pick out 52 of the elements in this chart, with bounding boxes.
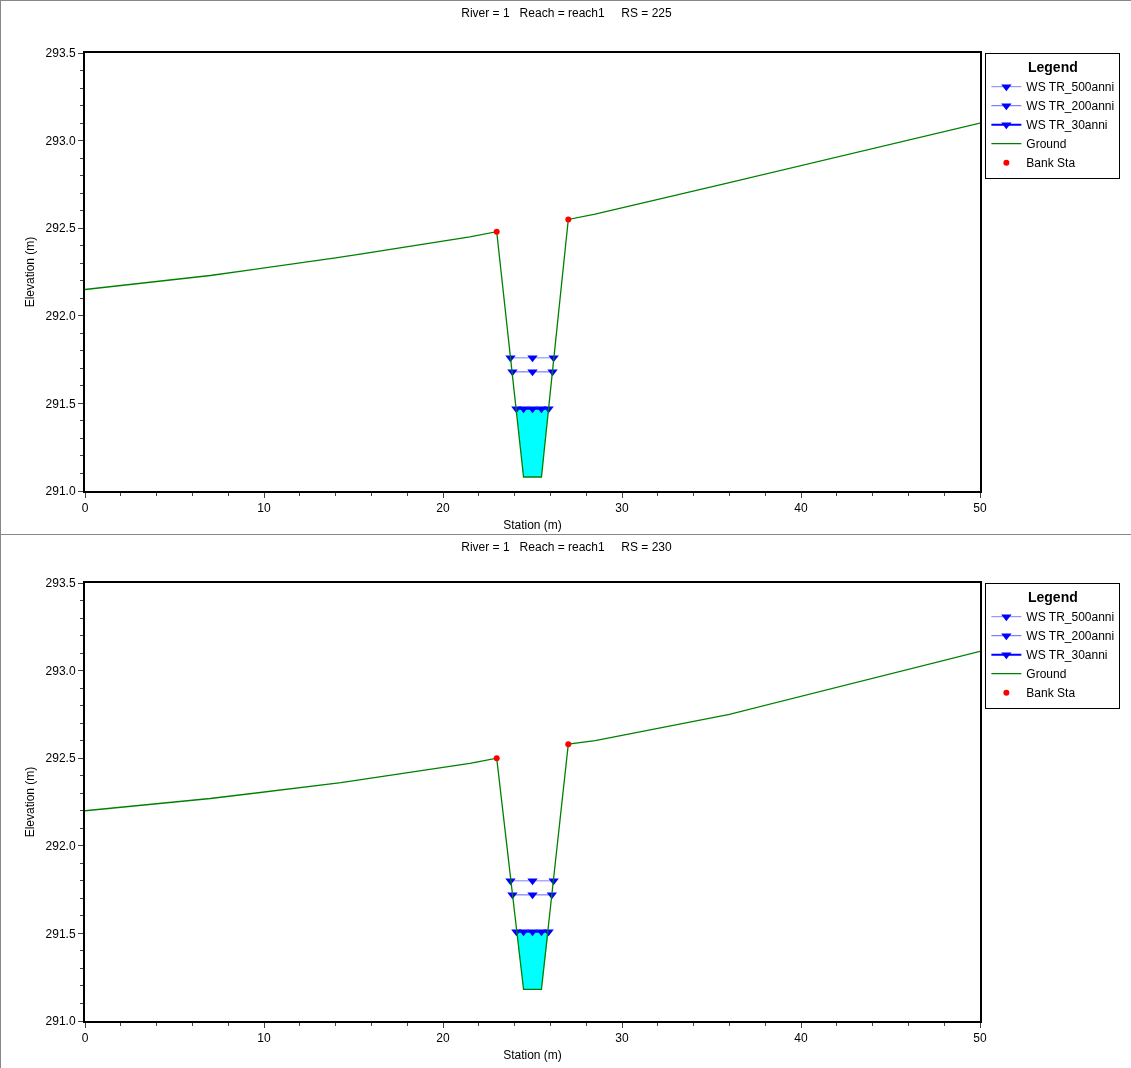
legend-label: Ground xyxy=(1026,667,1067,682)
y-tick-label: 291.5 xyxy=(45,396,76,411)
legend-label: WS TR_500anni xyxy=(1026,80,1115,95)
point xyxy=(527,929,538,937)
y-tick-label: 291.0 xyxy=(45,1014,76,1029)
y-tick-label: 293.5 xyxy=(45,46,76,61)
y-tick-label: 293.0 xyxy=(45,663,76,678)
chart-title: River = 1 Reach = reach1 RS = 230 xyxy=(461,540,673,555)
line-series xyxy=(85,650,980,991)
y-axis-title: Elevation (m) xyxy=(23,766,38,838)
legend-label: WS TR_30anni xyxy=(1026,118,1108,133)
point xyxy=(493,755,500,762)
x-tick-label: 0 xyxy=(81,501,89,516)
legend-label: Ground xyxy=(1026,137,1067,152)
legend-label: Bank Sta xyxy=(1026,156,1076,171)
point xyxy=(565,741,572,748)
x-tick-label: 50 xyxy=(973,501,987,516)
x-tick-label: 10 xyxy=(257,1031,271,1046)
point xyxy=(493,228,500,235)
point xyxy=(527,406,538,414)
point xyxy=(518,406,529,414)
x-tick-label: 40 xyxy=(794,1031,808,1046)
y-tick-label: 292.0 xyxy=(45,839,76,853)
x-tick-label: 50 xyxy=(973,1031,987,1046)
chart-title: River = 1 Reach = reach1 RS = 225 xyxy=(461,6,673,21)
y-tick-label: 293.5 xyxy=(45,576,76,591)
y-tick-label: 291.0 xyxy=(45,484,76,499)
y-tick-label: 292.5 xyxy=(45,751,76,766)
legend-label: WS TR_500anni xyxy=(1026,610,1115,625)
y-tick-label: 291.5 xyxy=(45,926,76,941)
x-tick-label: 20 xyxy=(436,501,450,516)
legend-label: WS TR_30anni xyxy=(1026,648,1108,663)
x-axis-title: Station (m) xyxy=(503,517,562,532)
point xyxy=(518,929,529,937)
x-tick-label: 10 xyxy=(257,501,271,516)
legend-label: Bank Sta xyxy=(1026,686,1076,701)
y-tick-label: 292.5 xyxy=(45,221,76,236)
x-axis-title: Station (m) xyxy=(503,1047,562,1062)
x-tick-label: 20 xyxy=(436,1031,450,1046)
point xyxy=(565,216,572,223)
legend-title: Legend xyxy=(1027,59,1078,76)
legend-label: WS TR_200anni xyxy=(1026,629,1115,644)
x-tick-label: 40 xyxy=(794,501,808,516)
y-tick-label: 293.0 xyxy=(45,133,76,148)
x-tick-label: 30 xyxy=(615,501,629,516)
legend-label: WS TR_200anni xyxy=(1026,99,1115,114)
x-tick-label: 30 xyxy=(615,1031,629,1046)
x-tick-label: 0 xyxy=(81,1031,89,1046)
y-tick-label: 292.0 xyxy=(45,309,76,323)
legend-title: Legend xyxy=(1027,589,1078,606)
line-series xyxy=(85,122,980,478)
y-axis-title: Elevation (m) xyxy=(23,236,38,308)
